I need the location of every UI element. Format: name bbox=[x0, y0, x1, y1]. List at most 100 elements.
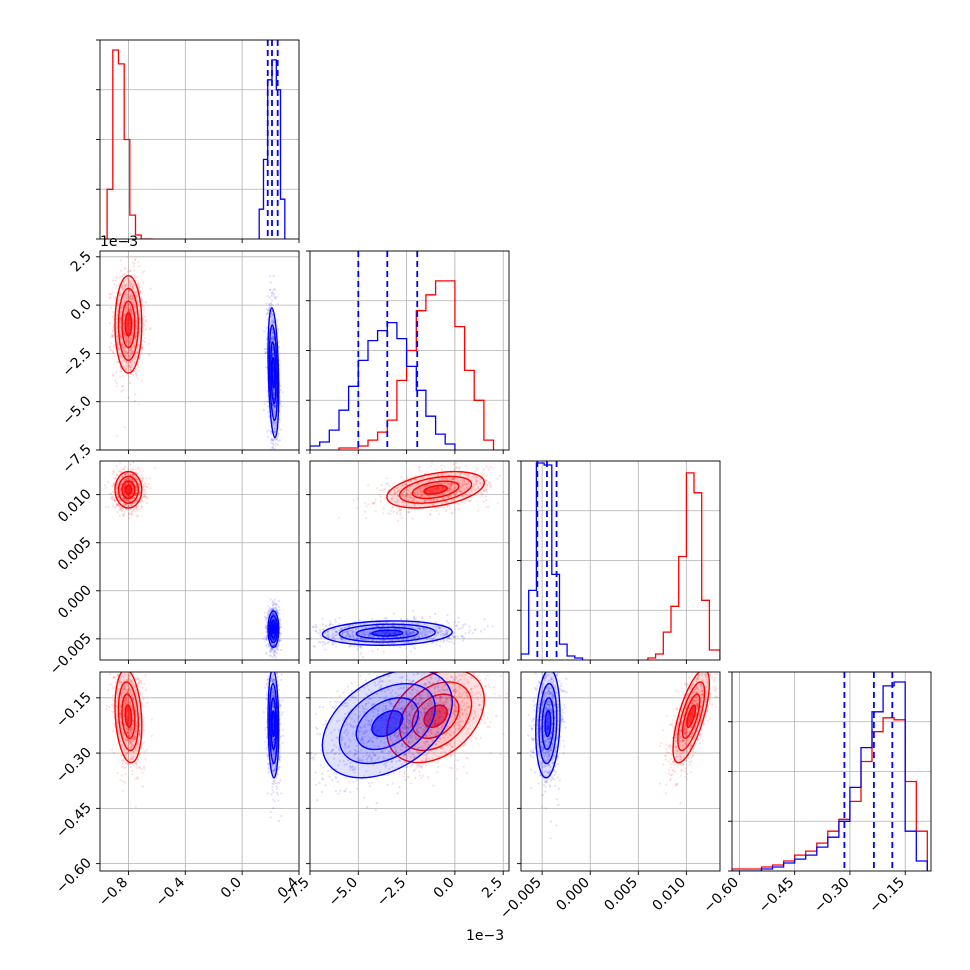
scatter-point bbox=[137, 370, 140, 373]
scatter-point bbox=[453, 494, 456, 497]
scatter-point bbox=[272, 613, 275, 616]
scatter-point bbox=[271, 612, 274, 615]
scatter-point bbox=[136, 351, 139, 355]
scatter-point bbox=[128, 340, 131, 343]
scatter-point bbox=[279, 384, 282, 387]
scatter-point bbox=[135, 510, 138, 513]
scatter-point bbox=[442, 506, 445, 509]
scatter-point bbox=[465, 482, 468, 486]
scatter-point bbox=[340, 638, 343, 641]
scatter-point bbox=[454, 473, 457, 476]
scatter-point bbox=[356, 507, 359, 510]
scatter-point bbox=[269, 649, 272, 652]
scatter-point bbox=[121, 347, 124, 350]
scatter-point bbox=[271, 335, 274, 338]
scatter-point bbox=[393, 490, 396, 493]
scatter-point bbox=[138, 508, 141, 511]
scatter-point bbox=[435, 509, 438, 512]
scatter-point bbox=[141, 347, 144, 350]
scatter-point bbox=[135, 351, 138, 354]
scatter-point bbox=[149, 487, 152, 490]
scatter-point bbox=[128, 517, 131, 520]
scatter-point bbox=[115, 335, 118, 338]
scatter-point bbox=[127, 472, 130, 475]
scatter-point bbox=[268, 608, 271, 611]
scatter-point bbox=[130, 366, 133, 369]
scatter-point bbox=[280, 633, 283, 636]
scatter-point bbox=[119, 507, 122, 510]
scatter-point bbox=[487, 505, 490, 508]
scatter-point bbox=[123, 346, 126, 349]
scatter-point bbox=[136, 480, 139, 483]
scatter-point bbox=[125, 361, 128, 364]
scatter-point bbox=[135, 471, 138, 474]
scatter-point bbox=[271, 446, 274, 449]
scatter-point bbox=[271, 442, 274, 445]
scatter-point bbox=[130, 352, 133, 355]
scatter-point bbox=[338, 629, 341, 632]
scatter-point bbox=[264, 352, 267, 355]
scatter-point bbox=[115, 492, 119, 495]
scatter-point bbox=[124, 360, 127, 363]
scatter-point bbox=[129, 307, 132, 310]
scatter-point bbox=[340, 633, 343, 636]
scatter-point bbox=[398, 488, 401, 491]
scatter-point bbox=[131, 469, 134, 472]
scatter-point bbox=[129, 294, 132, 298]
scatter-point bbox=[271, 330, 274, 333]
scatter-point bbox=[474, 470, 477, 473]
scatter-point bbox=[143, 340, 147, 343]
scatter-point bbox=[471, 475, 474, 478]
scatter-point bbox=[130, 510, 133, 513]
scatter-point bbox=[138, 330, 141, 334]
scatter-point bbox=[109, 306, 113, 309]
scatter-point bbox=[119, 335, 122, 338]
scatter-point bbox=[401, 501, 404, 504]
scatter-point bbox=[135, 488, 138, 491]
scatter-point bbox=[141, 304, 144, 307]
scatter-point bbox=[272, 612, 275, 615]
scatter-point bbox=[138, 286, 141, 290]
scatter-point bbox=[273, 406, 276, 409]
scatter-point bbox=[127, 494, 130, 497]
scatter-point bbox=[135, 505, 138, 509]
scatter-point bbox=[447, 490, 450, 493]
scatter-point bbox=[409, 496, 412, 499]
scatter-point bbox=[484, 479, 488, 482]
scatter-point bbox=[404, 494, 407, 497]
scatter-point bbox=[417, 503, 420, 507]
scatter-point bbox=[121, 385, 124, 388]
scatter-point bbox=[116, 335, 119, 338]
scatter-point bbox=[131, 286, 134, 289]
scatter-point bbox=[127, 289, 130, 292]
scatter-point bbox=[488, 482, 491, 485]
scatter-point bbox=[273, 405, 276, 408]
scatter-point bbox=[272, 604, 275, 607]
scatter-point bbox=[272, 322, 275, 325]
scatter-point bbox=[132, 297, 135, 300]
scatter-point bbox=[446, 478, 449, 481]
scatter-point bbox=[269, 648, 272, 651]
scatter-point bbox=[129, 361, 133, 364]
scatter-point bbox=[112, 329, 115, 332]
scatter-point bbox=[136, 472, 139, 475]
scatter-point bbox=[450, 482, 453, 485]
scatter-point bbox=[125, 499, 128, 502]
scatter-point bbox=[460, 486, 463, 489]
scatter-point bbox=[140, 350, 143, 354]
scatter-point bbox=[120, 483, 123, 486]
scatter-point bbox=[393, 491, 396, 494]
scatter-point bbox=[130, 368, 133, 372]
scatter-point bbox=[447, 495, 450, 498]
scatter-point bbox=[329, 620, 332, 623]
scatter-point bbox=[265, 635, 268, 638]
scatter-point bbox=[129, 483, 132, 486]
scatter-point bbox=[130, 493, 133, 496]
scatter-point bbox=[127, 495, 130, 498]
scatter-point bbox=[128, 364, 131, 367]
scatter-point bbox=[269, 429, 272, 433]
scatter-point bbox=[276, 645, 279, 648]
scatter-point bbox=[272, 392, 276, 395]
scatter-point bbox=[476, 466, 479, 470]
scatter-point bbox=[265, 345, 268, 348]
